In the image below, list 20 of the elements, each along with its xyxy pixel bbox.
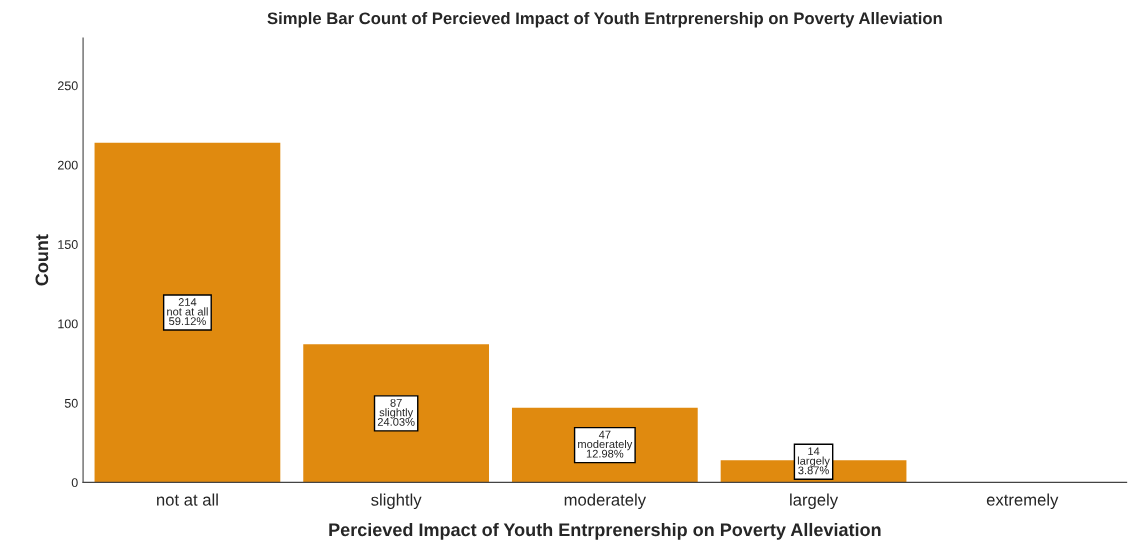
chart-title: Simple Bar Count of Percieved Impact of Youth Entrprenership on Poverty Alleviation	[267, 11, 942, 28]
bar	[303, 344, 490, 483]
data-label: 14 largely 3.87%	[797, 447, 830, 475]
x-tick-label: moderately	[564, 493, 647, 510]
y-tick-label: 200	[57, 160, 78, 170]
y-tick-label: 0	[71, 478, 78, 488]
data-label: 87 slightly 24.03%	[377, 398, 415, 426]
x-tick-label: largely	[790, 493, 839, 510]
y-tick-label: 150	[58, 240, 78, 249]
y-axis-title: Count	[35, 234, 49, 286]
y-tick-label: 100	[58, 319, 78, 329]
x-axis-title: Percieved Impact of Youth Entrprenership on Poverty Alleviation	[329, 522, 881, 540]
y-tick-label: 250	[57, 81, 78, 91]
data-label: 214 not at all 59.12%	[167, 298, 208, 326]
data-label: 47 moderately 12.98%	[578, 430, 633, 458]
y-tick-label: 50	[64, 398, 78, 408]
x-tick-label: extremely	[986, 493, 1059, 510]
x-tick-label: not at all	[157, 493, 218, 506]
bar	[94, 142, 281, 483]
x-tick-label: slightly	[371, 493, 422, 510]
